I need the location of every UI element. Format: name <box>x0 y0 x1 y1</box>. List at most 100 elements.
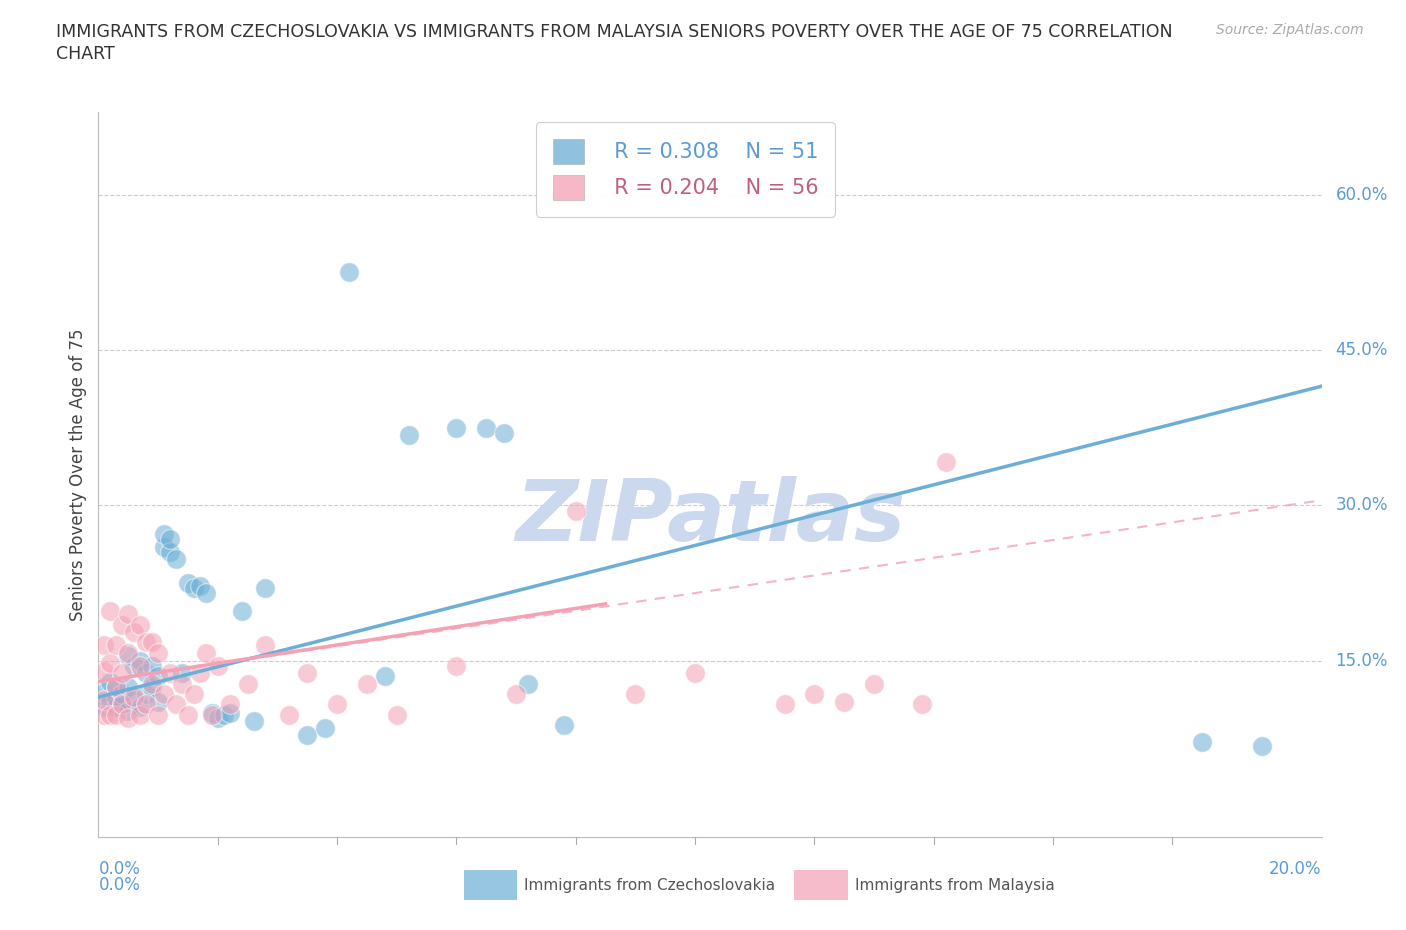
Point <box>122 624 145 639</box>
Point <box>177 576 200 591</box>
Point <box>231 604 253 618</box>
Point <box>122 693 145 708</box>
Point <box>170 676 193 691</box>
Text: ZIPatlas: ZIPatlas <box>515 476 905 559</box>
Text: 60.0%: 60.0% <box>1336 185 1388 204</box>
Point <box>98 695 121 710</box>
Point <box>1191 734 1213 749</box>
Point <box>141 658 163 673</box>
Point <box>105 638 128 653</box>
Point <box>254 581 277 596</box>
Point <box>254 638 277 653</box>
Point <box>117 648 139 663</box>
Text: Immigrants from Malaysia: Immigrants from Malaysia <box>855 878 1054 893</box>
Point <box>105 690 128 705</box>
Point <box>111 697 134 711</box>
Point <box>141 679 163 694</box>
Point <box>183 581 205 596</box>
Point <box>111 697 134 711</box>
Point <box>93 693 115 708</box>
Point <box>863 676 886 691</box>
Y-axis label: Seniors Poverty Over the Age of 75: Seniors Poverty Over the Age of 75 <box>69 328 87 620</box>
Point <box>105 700 128 715</box>
Point <box>135 666 157 681</box>
Point <box>122 658 145 673</box>
Point <box>475 420 498 435</box>
Point <box>398 428 420 443</box>
Point <box>624 686 647 701</box>
Point <box>117 703 139 718</box>
Point <box>105 679 128 694</box>
Point <box>565 503 588 518</box>
Point <box>159 531 181 546</box>
Text: 0.0%: 0.0% <box>98 860 141 878</box>
Point <box>141 676 163 691</box>
Point <box>122 690 145 705</box>
Legend:   R = 0.308    N = 51,   R = 0.204    N = 56: R = 0.308 N = 51, R = 0.204 N = 56 <box>536 122 835 217</box>
Text: Immigrants from Czechoslovakia: Immigrants from Czechoslovakia <box>524 878 776 893</box>
Point <box>832 695 855 710</box>
Point <box>117 679 139 694</box>
Point <box>278 708 301 723</box>
Point <box>159 666 181 681</box>
Point <box>146 708 169 723</box>
Text: Source: ZipAtlas.com: Source: ZipAtlas.com <box>1216 23 1364 37</box>
Point <box>183 686 205 701</box>
Point <box>170 666 193 681</box>
Point <box>356 676 378 691</box>
Point <box>165 697 187 711</box>
Point <box>153 686 176 701</box>
Point <box>911 697 934 711</box>
Text: 45.0%: 45.0% <box>1336 341 1388 359</box>
Point <box>129 708 152 723</box>
Text: 20.0%: 20.0% <box>1270 860 1322 878</box>
Point <box>111 686 134 701</box>
Point <box>803 686 825 701</box>
Point <box>117 606 139 621</box>
Text: 30.0%: 30.0% <box>1336 497 1388 514</box>
Point <box>314 721 336 736</box>
Point <box>385 708 408 723</box>
Point <box>117 645 139 660</box>
Point <box>141 635 163 650</box>
Point <box>297 666 319 681</box>
Point <box>98 708 121 723</box>
Point <box>773 697 796 711</box>
Point <box>505 686 527 701</box>
Point <box>494 425 516 440</box>
Text: 15.0%: 15.0% <box>1336 652 1388 670</box>
Point <box>129 654 152 669</box>
Point <box>207 711 229 725</box>
Point <box>98 604 121 618</box>
Point <box>129 618 152 632</box>
Point <box>194 645 217 660</box>
Point <box>111 666 134 681</box>
Point <box>93 700 115 715</box>
Text: CHART: CHART <box>56 45 115 62</box>
Point <box>129 700 152 715</box>
Point <box>159 545 181 560</box>
Point <box>153 539 176 554</box>
Point <box>218 705 240 720</box>
Point <box>135 697 157 711</box>
Point <box>111 618 134 632</box>
Point <box>446 420 468 435</box>
Point <box>98 674 121 689</box>
Point <box>207 658 229 673</box>
Point <box>146 669 169 684</box>
Point <box>1251 738 1274 753</box>
Point <box>146 695 169 710</box>
Point <box>201 708 224 723</box>
Point <box>165 551 187 566</box>
Point <box>188 666 211 681</box>
Point <box>446 658 468 673</box>
Point <box>129 658 152 673</box>
Point <box>98 656 121 671</box>
Point <box>218 697 240 711</box>
Point <box>194 586 217 601</box>
Point <box>117 711 139 725</box>
Point <box>153 527 176 542</box>
Point <box>93 684 115 699</box>
Point <box>93 664 115 679</box>
Text: 0.0%: 0.0% <box>98 876 141 895</box>
